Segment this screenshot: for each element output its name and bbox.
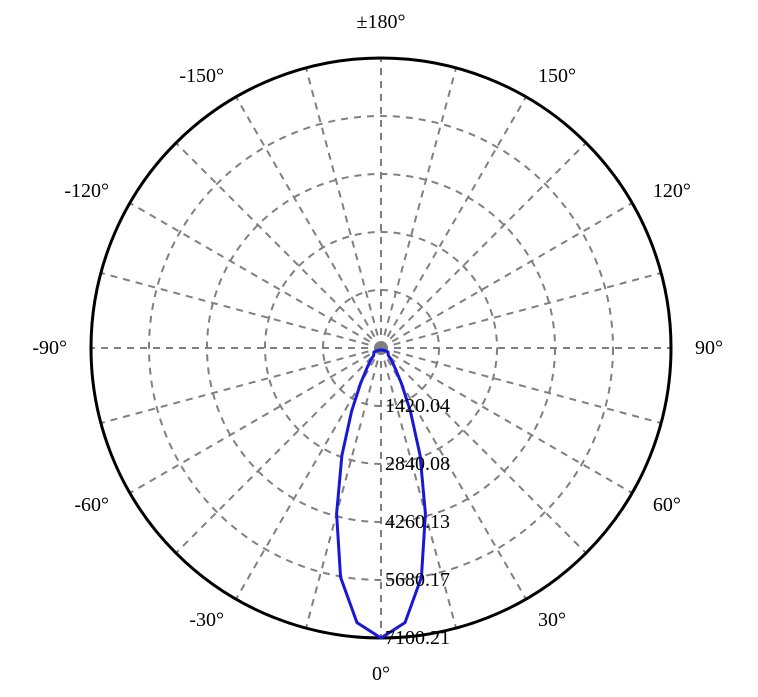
radial-tick-label: 4260.13	[385, 511, 450, 533]
angle-label: 90°	[695, 337, 723, 359]
angle-label: 150°	[538, 65, 576, 87]
angle-label: ±180°	[357, 11, 406, 33]
angle-label: -60°	[74, 494, 109, 516]
radial-tick-label: 2840.08	[385, 453, 450, 475]
radial-tick-label: 7100.21	[385, 627, 450, 649]
angle-label: 0°	[372, 663, 390, 685]
angle-label: -30°	[189, 609, 224, 631]
angle-label: -90°	[32, 337, 67, 359]
angle-label: 120°	[653, 180, 691, 202]
polar-chart: 0° 30° 60° 90° 120° 150° ±180° -30° -60° -90° -120…	[0, 0, 758, 697]
angle-label: 60°	[653, 494, 681, 516]
radial-tick-label: 5680.17	[385, 569, 450, 591]
angle-label: 30°	[538, 609, 566, 631]
angle-label: -120°	[64, 180, 109, 202]
radial-tick-label: 1420.04	[385, 395, 450, 417]
angle-label: -150°	[179, 65, 224, 87]
